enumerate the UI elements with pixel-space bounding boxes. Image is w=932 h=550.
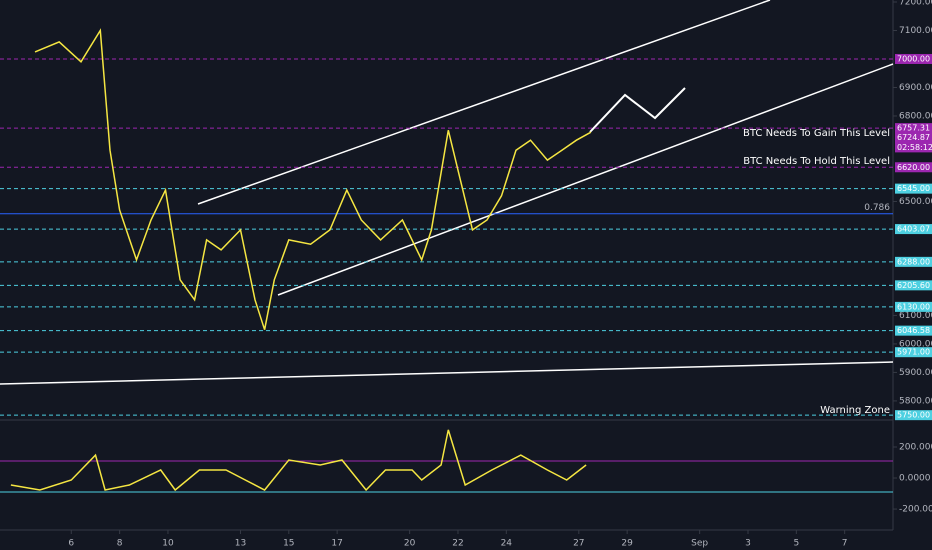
- level-label: 6046.58: [897, 326, 930, 335]
- x-tick-label: 17: [331, 539, 342, 549]
- level-label: 6288.00: [897, 257, 930, 266]
- y-tick-label: 5900.00: [899, 368, 932, 378]
- countdown: 02:58:12: [897, 143, 932, 152]
- fib-label: 0.786: [864, 203, 890, 213]
- level-box: [895, 183, 932, 194]
- trend-line: [0, 361, 894, 385]
- level-label: 5750.00: [897, 411, 930, 420]
- y-tick-label: 6800.00: [899, 111, 932, 121]
- y-tick-label: 6000.00: [899, 339, 932, 349]
- x-tick-label: 5: [793, 539, 799, 549]
- x-tick-label: 7: [842, 539, 848, 549]
- last-price-label: 6724.87: [897, 133, 930, 142]
- level-label: 6545.00: [897, 184, 930, 193]
- level-box: [895, 325, 932, 336]
- level-box: [895, 280, 932, 291]
- level-box: [895, 162, 932, 173]
- x-tick-label: 8: [117, 539, 123, 549]
- projection-arrow: [589, 87, 686, 133]
- level-label: 7000.00: [897, 54, 930, 63]
- x-tick-label: 6: [68, 539, 74, 549]
- x-tick-label: 3: [745, 539, 751, 549]
- level-label: 5971.00: [897, 348, 930, 357]
- x-tick-label: 13: [235, 539, 246, 549]
- y-tick-label: 7100.00: [899, 26, 932, 36]
- price-line: [34, 28, 592, 330]
- oscillator-line: [10, 429, 587, 492]
- level-box: [895, 123, 932, 134]
- y-tick-label: 6900.00: [899, 83, 932, 93]
- level-label: 6130.00: [897, 302, 930, 311]
- level-box: [895, 347, 932, 358]
- annotation: BTC Needs To Gain This Level: [743, 128, 890, 139]
- level-label: 6757.31: [897, 124, 930, 133]
- osc-tick-label: 0.0000: [899, 474, 931, 484]
- x-tick-label: 24: [501, 539, 513, 549]
- x-tick-label: Sep: [691, 539, 708, 549]
- x-tick-label: 10: [162, 539, 174, 549]
- level-box: [895, 256, 932, 267]
- annotation: Warning Zone: [820, 405, 890, 416]
- level-box: [895, 53, 932, 64]
- x-tick-label: 20: [404, 539, 416, 549]
- y-tick-label: 7200.00: [899, 0, 932, 7]
- level-label: 6403.07: [897, 225, 930, 234]
- x-tick-label: 29: [621, 539, 633, 549]
- x-tick-label: 22: [452, 539, 463, 549]
- y-tick-label: 6100.00: [899, 311, 932, 321]
- level-box: [895, 301, 932, 312]
- x-tick-label: 15: [283, 539, 294, 549]
- last-price-box: [895, 132, 932, 153]
- level-label: 6620.00: [897, 163, 930, 172]
- channel-line: [277, 63, 894, 296]
- annotation: BTC Needs To Hold This Level: [743, 156, 890, 167]
- y-tick-label: 6500.00: [899, 197, 932, 207]
- level-label: 6205.60: [897, 281, 930, 290]
- osc-tick-label: -200.0000: [899, 505, 932, 515]
- osc-tick-label: 200.0000: [899, 442, 932, 452]
- level-box: [895, 410, 932, 421]
- y-tick-label: 5800.00: [899, 396, 932, 406]
- x-tick-label: 27: [573, 539, 584, 549]
- level-box: [895, 224, 932, 235]
- channel-line: [197, 0, 771, 205]
